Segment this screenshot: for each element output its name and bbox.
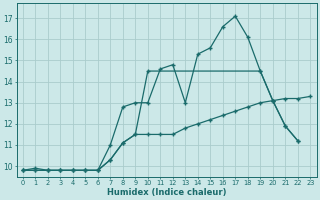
X-axis label: Humidex (Indice chaleur): Humidex (Indice chaleur) <box>107 188 226 197</box>
